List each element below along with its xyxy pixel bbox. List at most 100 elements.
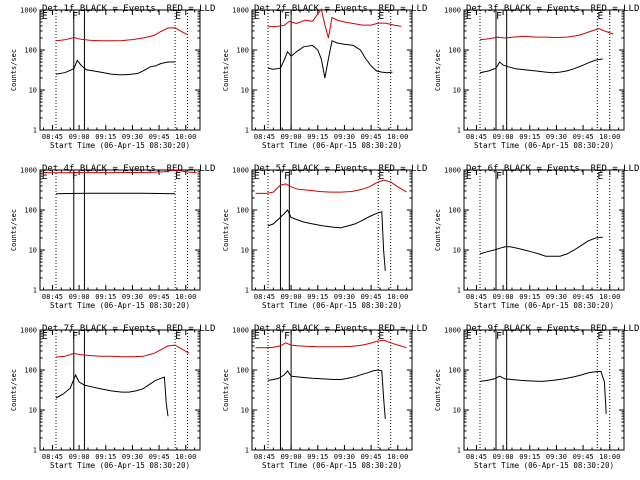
x-tick-label: 09:15: [519, 453, 540, 461]
time-marker-label: F: [72, 171, 78, 182]
time-marker-label: E: [378, 11, 384, 22]
lld-series-line: [55, 344, 190, 358]
events-series-line: [479, 370, 607, 414]
time-marker-label: E: [254, 11, 260, 22]
y-tick-label: 100: [236, 207, 249, 215]
x-axis-label: Start Time (06-Apr-15 08:30:20): [474, 141, 614, 150]
panel-4: Det 4f BLACK = Events, RED = LLD 1 10 100 10…: [10, 164, 215, 310]
x-tick-label: 09:45: [361, 453, 382, 461]
y-tick-label: 1: [245, 127, 249, 135]
y-tick-label: 100: [236, 47, 249, 55]
lld-series-line: [255, 339, 407, 349]
x-axis-label: Start Time (06-Apr-15 08:30:20): [262, 461, 402, 470]
time-marker-label: E: [466, 331, 472, 342]
y-tick-label: 1000: [444, 7, 461, 15]
time-marker-label: E: [378, 331, 384, 342]
time-marker-label: E: [175, 171, 181, 182]
time-marker-label: F: [284, 171, 290, 182]
x-tick-label: 09:30: [334, 293, 355, 301]
y-axis-label: Counts/sec: [10, 369, 18, 411]
x-tick-label: 09:30: [122, 453, 143, 461]
y-tick-label: 10: [453, 407, 461, 415]
plot-frame: [251, 169, 413, 291]
time-marker-label: E: [254, 171, 260, 182]
x-tick-label: 09:00: [493, 133, 514, 141]
panel-6: Det 6f BLACK = Events, RED = LLD 1 10 100 10…: [434, 164, 639, 310]
x-tick-label: 09:00: [281, 293, 302, 301]
x-tick-label: 09:15: [307, 133, 328, 141]
lld-series-line: [267, 8, 402, 39]
x-tick-label: 09:00: [493, 453, 514, 461]
x-axis-label: Start Time (06-Apr-15 08:30:20): [474, 461, 614, 470]
y-tick-label: 1: [33, 287, 37, 295]
y-axis-label: Counts/sec: [10, 209, 18, 251]
events-series-line: [479, 236, 603, 257]
y-axis-label: Counts/sec: [222, 49, 230, 91]
panel-1: Det 1f BLACK = Events, RED = LLD 1 10 100 10…: [10, 4, 215, 150]
x-tick-label: 09:30: [122, 293, 143, 301]
x-axis-label: Start Time (06-Apr-15 08:30:20): [50, 141, 190, 150]
y-tick-label: 1000: [20, 7, 37, 15]
time-marker-label: F: [72, 331, 78, 342]
x-tick-label: 09:30: [546, 453, 567, 461]
x-tick-label: 09:30: [122, 133, 143, 141]
y-tick-label: 100: [448, 207, 461, 215]
lld-series-line: [255, 179, 407, 194]
x-tick-label: 08:45: [254, 293, 275, 301]
panel-title: Det 5f BLACK = Events, RED = LLD: [254, 164, 427, 174]
time-marker-label: F: [496, 171, 502, 182]
time-marker-label: E: [597, 11, 603, 22]
y-tick-label: 1000: [232, 327, 249, 335]
panel-title: Det 2f BLACK = Events, RED = LLD: [254, 4, 427, 14]
y-axis-label: Counts/sec: [10, 49, 18, 91]
time-marker-label: F: [284, 11, 290, 22]
panel-8: Det 8f BLACK = Events, RED = LLD 1 10 100 10…: [222, 324, 427, 470]
y-tick-label: 1: [33, 447, 37, 455]
y-tick-label: 10: [241, 87, 249, 95]
time-marker-label: F: [496, 11, 502, 22]
y-axis-label: Counts/sec: [434, 369, 442, 411]
x-tick-label: 08:45: [42, 133, 63, 141]
y-tick-label: 1: [457, 127, 461, 135]
y-axis-label: Counts/sec: [434, 209, 442, 251]
x-axis-label: Start Time (06-Apr-15 08:30:20): [262, 141, 402, 150]
panel-title: Det 1f BLACK = Events, RED = LLD: [42, 4, 215, 14]
panel-title: Det 6f BLACK = Events, RED = LLD: [466, 164, 639, 174]
events-series-line: [267, 40, 393, 79]
x-tick-label: 09:00: [69, 453, 90, 461]
time-marker-label: E: [466, 171, 472, 182]
time-marker-label: E: [378, 171, 384, 182]
x-tick-label: 10:00: [387, 133, 408, 141]
x-tick-label: 09:45: [573, 453, 594, 461]
x-tick-label: 10:00: [599, 293, 620, 301]
y-tick-label: 1: [33, 127, 37, 135]
x-tick-label: 09:15: [519, 133, 540, 141]
y-tick-label: 10: [241, 247, 249, 255]
panel-5: Det 5f BLACK = Events, RED = LLD 1 10 100 10…: [222, 164, 427, 310]
panel-title: Det 7f BLACK = Events, RED = LLD: [42, 324, 215, 334]
x-tick-label: 09:30: [334, 133, 355, 141]
events-series-line: [479, 58, 603, 74]
time-marker-label: E: [597, 331, 603, 342]
panel-2: Det 2f BLACK = Events, RED = LLD 1 10 100 10…: [222, 4, 427, 150]
x-tick-label: 09:00: [281, 453, 302, 461]
x-tick-label: 09:15: [307, 453, 328, 461]
lld-series-line: [479, 28, 614, 41]
plot-frame: [463, 169, 625, 291]
x-tick-label: 09:15: [95, 293, 116, 301]
x-tick-label: 09:15: [307, 293, 328, 301]
x-tick-label: 10:00: [599, 133, 620, 141]
x-tick-label: 09:15: [95, 453, 116, 461]
x-tick-label: 09:30: [546, 293, 567, 301]
x-tick-label: 09:15: [95, 133, 116, 141]
x-tick-label: 08:45: [466, 453, 487, 461]
lld-series-line: [43, 169, 197, 174]
y-tick-label: 1000: [444, 327, 461, 335]
plot-frame: [251, 9, 413, 131]
y-tick-label: 10: [453, 247, 461, 255]
y-tick-label: 1000: [20, 167, 37, 175]
y-tick-label: 1: [245, 287, 249, 295]
x-tick-label: 09:45: [361, 293, 382, 301]
x-tick-label: 09:45: [573, 293, 594, 301]
